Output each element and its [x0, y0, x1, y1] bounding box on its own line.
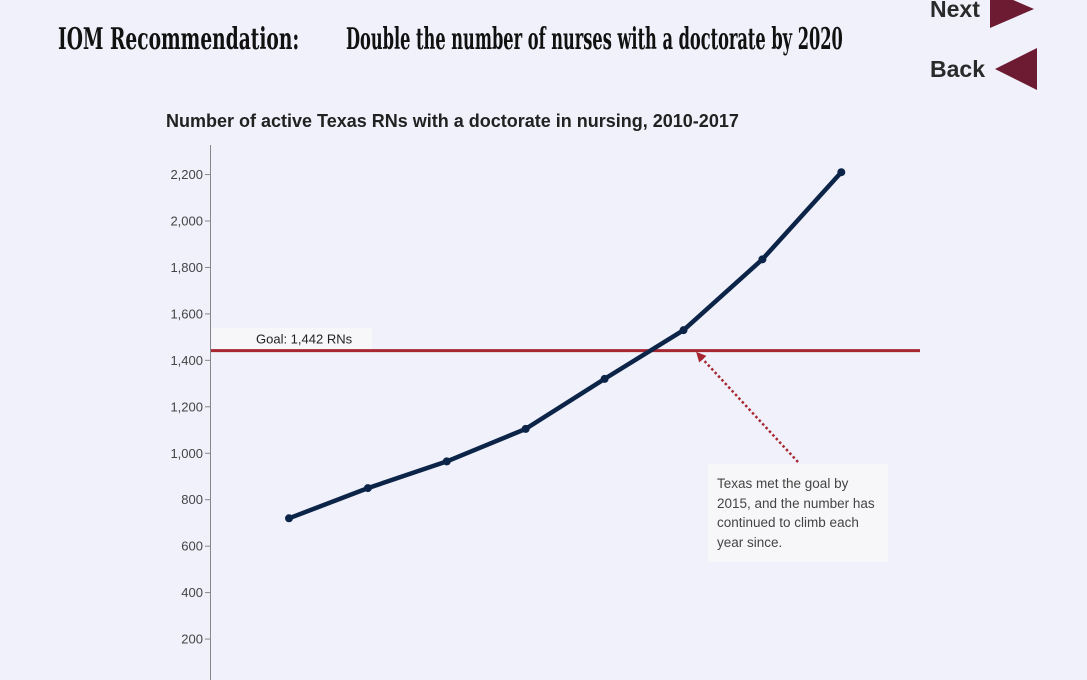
y-tick-label: 0: [196, 678, 203, 680]
y-tick-label: 1,000: [170, 446, 203, 461]
arrow-left-icon: [994, 48, 1037, 90]
recommendation-text: Double the number of nurses with a docto…: [346, 22, 843, 57]
data-point: [837, 168, 846, 177]
chart-title: Number of active Texas RNs with a doctor…: [166, 111, 739, 131]
data-point: [285, 514, 293, 523]
data-point: [442, 457, 451, 466]
y-tick-label: 1,200: [170, 399, 203, 414]
next-label: Next: [930, 0, 980, 22]
data-point: [679, 326, 688, 335]
annotation-callout: Texas met the goal by 2015, and the numb…: [708, 464, 888, 562]
series-line: [286, 169, 844, 521]
data-point: [600, 374, 609, 383]
y-tick-label: 2,200: [170, 167, 203, 182]
back-button[interactable]: Back: [930, 48, 1037, 90]
goal-label: Goal: 1,442 RNs: [256, 332, 353, 347]
data-points: [285, 168, 846, 523]
data-point: [758, 255, 767, 264]
y-tick-label: 1,400: [170, 353, 203, 368]
next-button[interactable]: Next: [930, 0, 1034, 28]
y-tick-label: 400: [181, 585, 203, 600]
data-point: [363, 484, 372, 493]
y-ticks: 0 200 400 600 800 1,000 1,200 1,400 1,600 1,800 2,…: [170, 167, 210, 680]
annotation-arrow: [696, 351, 799, 463]
y-tick-label: 1,800: [170, 260, 203, 275]
arrow-right-icon: [989, 0, 1034, 28]
back-label: Back: [930, 55, 985, 82]
y-tick-label: 1,600: [170, 306, 203, 321]
y-tick-label: 600: [181, 539, 203, 554]
y-tick-label: 2,000: [170, 214, 203, 229]
data-point: [521, 424, 530, 433]
goal-label-bg: [212, 328, 372, 352]
y-tick-label: 200: [181, 632, 203, 647]
y-tick-label: 800: [181, 492, 203, 507]
recommendation-label: IOM Recommendation:: [58, 22, 300, 57]
